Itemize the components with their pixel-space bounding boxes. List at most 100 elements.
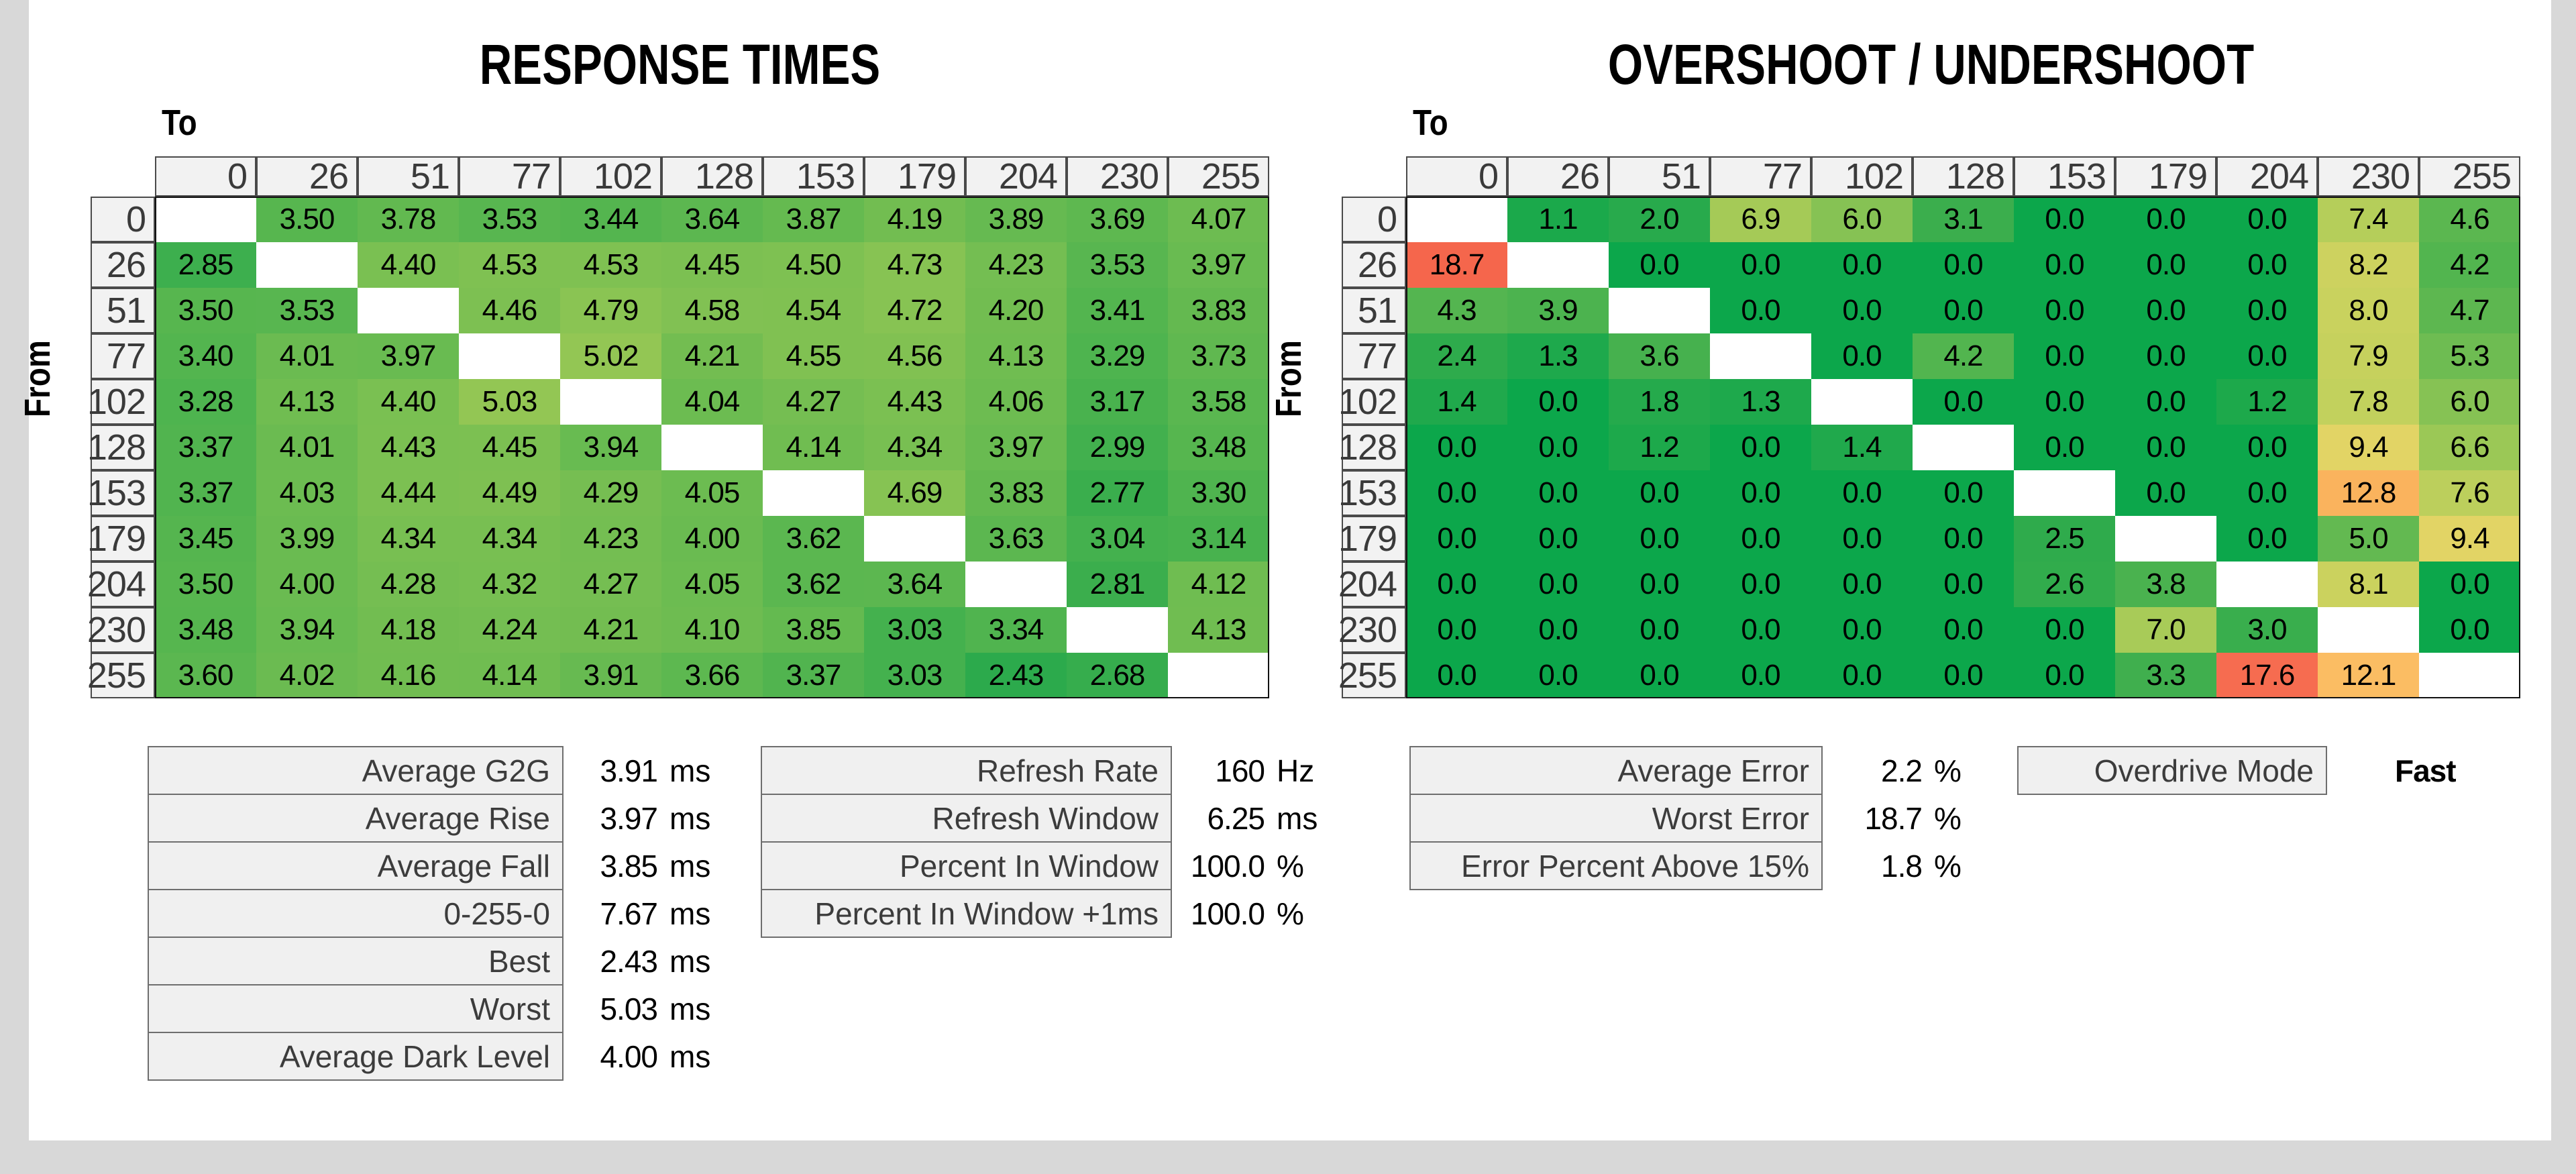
matrix-cell: 0.0 xyxy=(1507,516,1609,562)
matrix-cell: 3.85 xyxy=(763,607,864,653)
summary-unit: % xyxy=(1934,753,1962,788)
matrix-cell: 4.16 xyxy=(358,653,459,698)
summary-unit: ms xyxy=(669,800,711,836)
column-header-cell: 26 xyxy=(256,156,358,197)
diagonal-cell xyxy=(965,562,1067,607)
matrix-cell: 4.53 xyxy=(459,242,560,288)
matrix-cell: 4.01 xyxy=(256,333,358,379)
summary-unit: ms xyxy=(669,991,711,1026)
matrix-cell: 0.0 xyxy=(2014,425,2115,470)
matrix-cell: 6.9 xyxy=(1710,197,1811,242)
matrix-cell: 1.2 xyxy=(1609,425,1710,470)
matrix-cell: 0.0 xyxy=(2014,653,2115,698)
diagonal-cell xyxy=(1168,653,1269,698)
column-header-cell: 179 xyxy=(2115,156,2216,197)
diagonal-cell xyxy=(1913,425,2014,470)
matrix-cell: 3.83 xyxy=(1168,288,1269,333)
row-header-cell: 204 xyxy=(87,562,155,607)
matrix-cell: 4.44 xyxy=(358,470,459,516)
summary-value: 3.85 xyxy=(600,848,658,884)
matrix-cell: 2.81 xyxy=(1067,562,1168,607)
matrix-cell: 3.78 xyxy=(358,197,459,242)
matrix-cell: 4.05 xyxy=(661,470,763,516)
matrix-cell: 0.0 xyxy=(1913,653,2014,698)
matrix-cell: 0.0 xyxy=(1406,653,1507,698)
row-header-cell: 179 xyxy=(87,516,155,562)
row-header-cell: 255 xyxy=(1338,653,1406,698)
matrix-cell: 4.45 xyxy=(459,425,560,470)
matrix-cell: 4.56 xyxy=(864,333,965,379)
matrix-cell: 2.6 xyxy=(2014,562,2115,607)
matrix-cell: 3.45 xyxy=(155,516,256,562)
column-header-cell: 153 xyxy=(763,156,864,197)
row-header-cell: 51 xyxy=(1342,288,1406,333)
diagonal-cell xyxy=(1406,197,1507,242)
matrix-cell: 4.7 xyxy=(2419,288,2520,333)
summary-value: 5.03 xyxy=(600,991,658,1026)
matrix-cell: 3.58 xyxy=(1168,379,1269,425)
matrix-cell: 4.27 xyxy=(763,379,864,425)
summary-unit: % xyxy=(1277,896,1304,931)
matrix-cell: 4.34 xyxy=(358,516,459,562)
matrix-cell: 9.4 xyxy=(2419,516,2520,562)
matrix-cell: 3.28 xyxy=(155,379,256,425)
matrix-cell: 3.8 xyxy=(2115,562,2216,607)
summary-unit: ms xyxy=(669,943,711,979)
matrix-cell: 3.6 xyxy=(1609,333,1710,379)
matrix-cell: 3.69 xyxy=(1067,197,1168,242)
matrix-cell: 0.0 xyxy=(1609,470,1710,516)
matrix-cell: 6.0 xyxy=(1811,197,1913,242)
matrix-cell: 0.0 xyxy=(1913,379,2014,425)
matrix-cell: 2.0 xyxy=(1609,197,1710,242)
matrix-cell: 4.79 xyxy=(560,288,661,333)
matrix-cell: 4.29 xyxy=(560,470,661,516)
matrix-cell: 0.0 xyxy=(1811,516,1913,562)
matrix-cell: 0.0 xyxy=(1406,425,1507,470)
matrix-cell: 3.53 xyxy=(459,197,560,242)
matrix-cell: 4.28 xyxy=(358,562,459,607)
summary-label: Average G2G xyxy=(148,746,564,795)
summary-value: 2.43 xyxy=(600,943,658,979)
matrix-cell: 4.21 xyxy=(560,607,661,653)
matrix-cell: 4.20 xyxy=(965,288,1067,333)
matrix-cell: 4.40 xyxy=(358,379,459,425)
matrix-cell: 4.2 xyxy=(2419,242,2520,288)
matrix-cell: 0.0 xyxy=(1811,653,1913,698)
matrix-cell: 3.34 xyxy=(965,607,1067,653)
matrix-cell: 3.03 xyxy=(864,607,965,653)
matrix-cell: 3.30 xyxy=(1168,470,1269,516)
matrix-cell: 3.1 xyxy=(1913,197,2014,242)
matrix-cell: 0.0 xyxy=(1811,242,1913,288)
matrix-cell: 3.37 xyxy=(763,653,864,698)
matrix-cell: 0.0 xyxy=(1710,562,1811,607)
matrix-cell: 0.0 xyxy=(1913,562,2014,607)
row-header-cell: 0 xyxy=(1342,197,1406,242)
diagonal-cell xyxy=(2318,607,2419,653)
matrix-cell: 7.0 xyxy=(2115,607,2216,653)
matrix-cell: 4.40 xyxy=(358,242,459,288)
column-header-cell: 0 xyxy=(1406,156,1507,197)
matrix-cell: 3.50 xyxy=(256,197,358,242)
matrix-cell: 1.2 xyxy=(2216,379,2318,425)
diagonal-cell xyxy=(2115,516,2216,562)
summary-unit: % xyxy=(1277,848,1304,884)
matrix-cell: 4.19 xyxy=(864,197,965,242)
matrix-cell: 8.1 xyxy=(2318,562,2419,607)
matrix-cell: 3.89 xyxy=(965,197,1067,242)
matrix-cell: 6.6 xyxy=(2419,425,2520,470)
matrix-cell: 0.0 xyxy=(1811,562,1913,607)
matrix-cell: 4.43 xyxy=(864,379,965,425)
summary-value: 3.91 xyxy=(600,753,658,788)
matrix-cell: 4.14 xyxy=(459,653,560,698)
matrix-cell: 0.0 xyxy=(2115,333,2216,379)
matrix-cell: 4.00 xyxy=(256,562,358,607)
matrix-cell: 3.97 xyxy=(1168,242,1269,288)
matrix-cell: 0.0 xyxy=(2014,288,2115,333)
matrix-cell: 3.53 xyxy=(1067,242,1168,288)
matrix-cell: 0.0 xyxy=(1507,379,1609,425)
matrix-cell: 0.0 xyxy=(2216,470,2318,516)
column-header-cell: 0 xyxy=(155,156,256,197)
matrix-cell: 0.0 xyxy=(1710,242,1811,288)
matrix-cell: 0.0 xyxy=(1811,333,1913,379)
matrix-cell: 1.4 xyxy=(1811,425,1913,470)
